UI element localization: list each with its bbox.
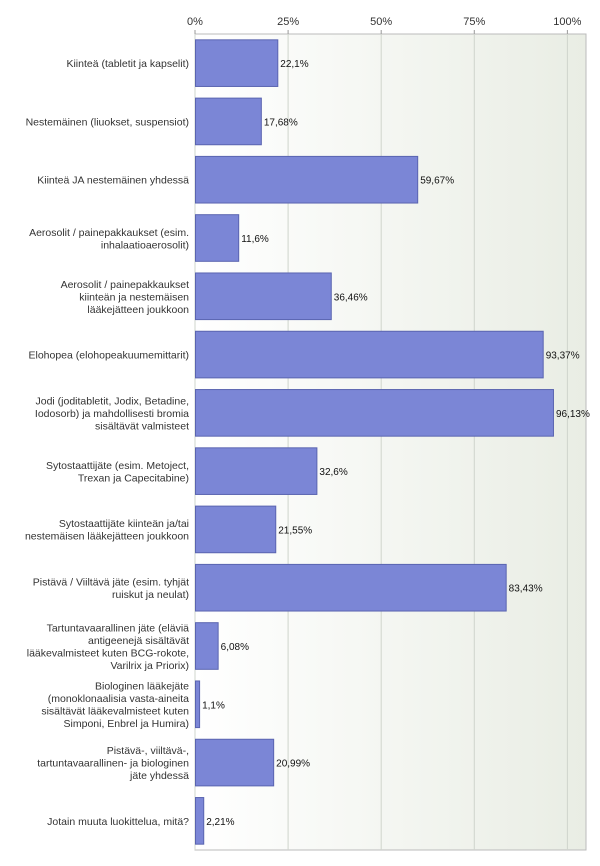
category-label-line: Jodi (joditabletit, Jodix, Betadine, bbox=[35, 395, 189, 407]
category-label: Aerosolit / painepakkaukset kiinteän ja n… bbox=[61, 279, 190, 316]
category-label-line: inhalaatioaerosolit) bbox=[101, 239, 189, 251]
category-label-line: Iodosorb) ja mahdollisesti bromia bbox=[35, 408, 189, 420]
data-label: 22,1% bbox=[280, 59, 308, 70]
bar bbox=[195, 447, 318, 495]
bar bbox=[195, 214, 240, 262]
data-label: 59,67% bbox=[420, 176, 454, 187]
bar bbox=[195, 505, 277, 554]
category-label: Elohopea (elohopeakuumemittarit) bbox=[28, 350, 189, 362]
category-label: Tartuntavaarallinen jäte (eläviä antigeen… bbox=[27, 622, 189, 672]
category-label-line: Nestemäinen (liuokset, suspensiot) bbox=[26, 116, 189, 128]
data-label: 21,55% bbox=[278, 525, 312, 536]
bar bbox=[195, 797, 205, 845]
category-label-line: Simponi, Enbrel ja Humira) bbox=[64, 718, 189, 730]
data-label: 36,46% bbox=[334, 292, 368, 303]
category-label-line: Trexan ja Capecitabine) bbox=[78, 472, 189, 484]
category-label-line: Elohopea (elohopeakuumemittarit) bbox=[28, 350, 189, 362]
tick-label: 75% bbox=[463, 16, 485, 28]
category-label: Nestemäinen (liuokset, suspensiot) bbox=[26, 116, 189, 128]
category-label-line: lääkejätteen joukkoon bbox=[87, 304, 189, 316]
bar bbox=[195, 622, 219, 670]
category-label-line: Sytostaattijäte (esim. Metoject, bbox=[46, 460, 189, 472]
category-label-line: ruiskut ja neulat) bbox=[112, 589, 189, 601]
data-label: 2,21% bbox=[206, 817, 234, 828]
data-label: 17,68% bbox=[264, 117, 298, 128]
category-label-line: Pistävä / Viiltävä jäte (esim. tyhjät bbox=[33, 576, 189, 588]
category-label: Sytostaattijäte kiinteän ja/tai nestemäis… bbox=[25, 518, 189, 543]
data-label: 20,99% bbox=[276, 759, 310, 770]
category-label: Biologinen lääkejäte (monoklonaalisia vas… bbox=[41, 681, 189, 731]
category-label: Jotain muuta luokittelua, mitä? bbox=[47, 816, 189, 828]
category-label: Aerosolit / painepakkaukset (esim. inhala… bbox=[29, 227, 189, 252]
category-label-line: sisältävät lääkevalmisteet kuten bbox=[41, 706, 189, 718]
category-label-line: antigeenejä sisältävät bbox=[88, 635, 189, 647]
value-labels: 22,1% 17,68% 59,67% 11,6% 36,46% 93,37% 96,13%… bbox=[202, 59, 590, 828]
category-label-line: Biologinen lääkejäte bbox=[95, 681, 189, 693]
category-label-line: sisältävät valmisteet bbox=[95, 420, 189, 432]
category-label-line: Kiinteä (tabletit ja kapselit) bbox=[66, 58, 189, 70]
category-label-line: (monoklonaalisia vasta-aineita bbox=[48, 693, 189, 705]
category-label-line: Pistävä-, viiltävä-, bbox=[107, 745, 189, 757]
category-label-line: jäte yhdessä bbox=[129, 770, 189, 782]
category-labels: Kiinteä (tabletit ja kapselit) Nestemäine… bbox=[25, 58, 189, 828]
category-label-line: Aerosolit / painepakkaukset bbox=[61, 279, 189, 291]
category-label-line: tartuntavaarallinen- ja biologinen bbox=[37, 758, 189, 770]
bar bbox=[195, 563, 507, 612]
tick-label: 25% bbox=[277, 16, 299, 28]
category-label: Kiinteä JA nestemäinen yhdessä bbox=[37, 175, 189, 187]
category-label-line: Tartuntavaarallinen jäte (eläviä bbox=[47, 622, 190, 634]
category-label-line: Kiinteä JA nestemäinen yhdessä bbox=[37, 175, 189, 187]
tick-label: 0% bbox=[187, 16, 203, 28]
tick-label: 100% bbox=[553, 16, 581, 28]
bar bbox=[195, 39, 279, 87]
bar bbox=[195, 330, 544, 379]
category-label: Jodi (joditabletit, Jodix, Betadine, Iodo… bbox=[35, 395, 189, 432]
category-label-line: Varilrix ja Priorix) bbox=[110, 660, 189, 672]
bar bbox=[195, 272, 332, 321]
data-label: 11,6% bbox=[241, 234, 269, 245]
category-label-line: Sytostaattijäte kiinteän ja/tai bbox=[59, 518, 189, 530]
x-axis-ticks: 0% 25% 50% 75% 100% bbox=[187, 16, 582, 34]
category-label-line: Jotain muuta luokittelua, mitä? bbox=[47, 816, 189, 828]
data-label: 1,1% bbox=[202, 700, 225, 711]
category-label-line: kiinteän ja nestemäisen bbox=[79, 291, 189, 303]
data-label: 32,6% bbox=[319, 467, 347, 478]
data-label: 93,37% bbox=[546, 351, 580, 362]
bar bbox=[195, 155, 419, 204]
bar bbox=[195, 389, 554, 437]
category-label-line: lääkevalmisteet kuten BCG-rokote, bbox=[27, 647, 189, 659]
tick-label: 50% bbox=[370, 16, 392, 28]
category-label: Kiinteä (tabletit ja kapselit) bbox=[66, 58, 189, 70]
bar bbox=[195, 680, 201, 729]
data-label: 83,43% bbox=[509, 584, 543, 595]
data-label: 6,08% bbox=[221, 642, 249, 653]
bar bbox=[195, 97, 262, 146]
data-label: 96,13% bbox=[556, 409, 590, 420]
category-label: Sytostaattijäte (esim. Metoject, Trexan j… bbox=[46, 460, 189, 485]
category-label: Pistävä / Viiltävä jäte (esim. tyhjät rui… bbox=[33, 576, 189, 601]
bar bbox=[195, 738, 275, 787]
category-label-line: nestemäisen lääkejätteen joukkoon bbox=[25, 531, 189, 543]
category-label-line: Aerosolit / painepakkaukset (esim. bbox=[29, 227, 189, 239]
bars bbox=[195, 39, 554, 845]
category-label: Pistävä-, viiltävä-, tartuntavaarallinen-… bbox=[37, 745, 189, 782]
